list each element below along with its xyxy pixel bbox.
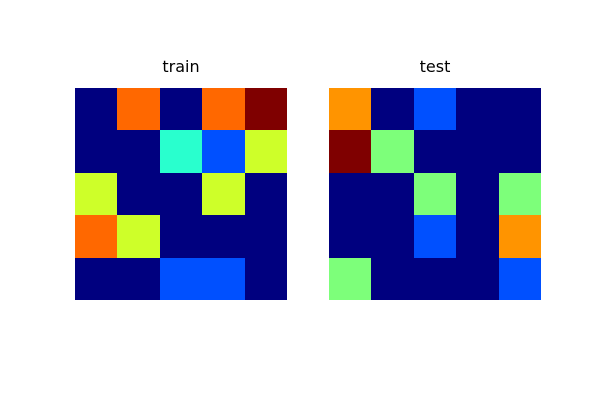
test-cell-r3-c1 [371, 215, 414, 258]
train-cell-r2-c0 [75, 172, 118, 216]
train-cell-r2-c2 [159, 172, 203, 216]
test-cell-r0-c2 [413, 88, 457, 131]
train-cell-r3-c2 [159, 215, 203, 258]
train-cell-r4-c1 [117, 257, 160, 300]
train-cell-r4-c4 [244, 257, 287, 300]
test-cell-r4-c3 [456, 257, 499, 300]
test-cell-r4-c1 [371, 257, 414, 300]
test-cell-r2-c4 [498, 172, 541, 216]
test-panel: test [329, 50, 541, 300]
train-heatmap [75, 88, 287, 300]
train-cell-r1-c4 [244, 130, 287, 173]
train-cell-r1-c0 [75, 130, 118, 173]
test-cell-r3-c4 [498, 215, 541, 258]
test-cell-r3-c0 [329, 215, 372, 258]
test-cell-r0-c1 [371, 88, 414, 131]
train-cell-r0-c0 [75, 88, 118, 131]
test-cell-r0-c4 [498, 88, 541, 131]
test-heatmap [329, 88, 541, 300]
train-cell-r4-c0 [75, 257, 118, 300]
test-cell-r4-c4 [498, 257, 541, 300]
train-cell-r4-c2 [159, 257, 203, 300]
test-cell-r4-c2 [413, 257, 457, 300]
train-cell-r0-c3 [202, 88, 245, 131]
train-panel: train [75, 50, 287, 300]
train-cell-r3-c4 [244, 215, 287, 258]
train-cell-r1-c1 [117, 130, 160, 173]
test-cell-r1-c2 [413, 130, 457, 173]
train-cell-r0-c1 [117, 88, 160, 131]
train-cell-r3-c3 [202, 215, 245, 258]
test-cell-r1-c1 [371, 130, 414, 173]
test-cell-r4-c0 [329, 257, 372, 300]
train-cell-r2-c1 [117, 172, 160, 216]
train-cell-r1-c2 [159, 130, 203, 173]
train-cell-r4-c3 [202, 257, 245, 300]
train-cell-r0-c2 [159, 88, 203, 131]
train-cell-r3-c1 [117, 215, 160, 258]
train-cell-r2-c3 [202, 172, 245, 216]
test-cell-r3-c3 [456, 215, 499, 258]
train-cell-r1-c3 [202, 130, 245, 173]
test-cell-r1-c0 [329, 130, 372, 173]
test-cell-r2-c2 [413, 172, 457, 216]
train-cell-r0-c4 [244, 88, 287, 131]
test-cell-r1-c4 [498, 130, 541, 173]
test-cell-r2-c0 [329, 172, 372, 216]
test-cell-r3-c2 [413, 215, 457, 258]
test-cell-r2-c3 [456, 172, 499, 216]
test-cell-r0-c3 [456, 88, 499, 131]
test-cell-r2-c1 [371, 172, 414, 216]
train-cell-r2-c4 [244, 172, 287, 216]
train-title: train [162, 57, 200, 76]
test-title: test [419, 57, 451, 76]
train-cell-r3-c0 [75, 215, 118, 258]
test-cell-r0-c0 [329, 88, 372, 131]
test-cell-r1-c3 [456, 130, 499, 173]
